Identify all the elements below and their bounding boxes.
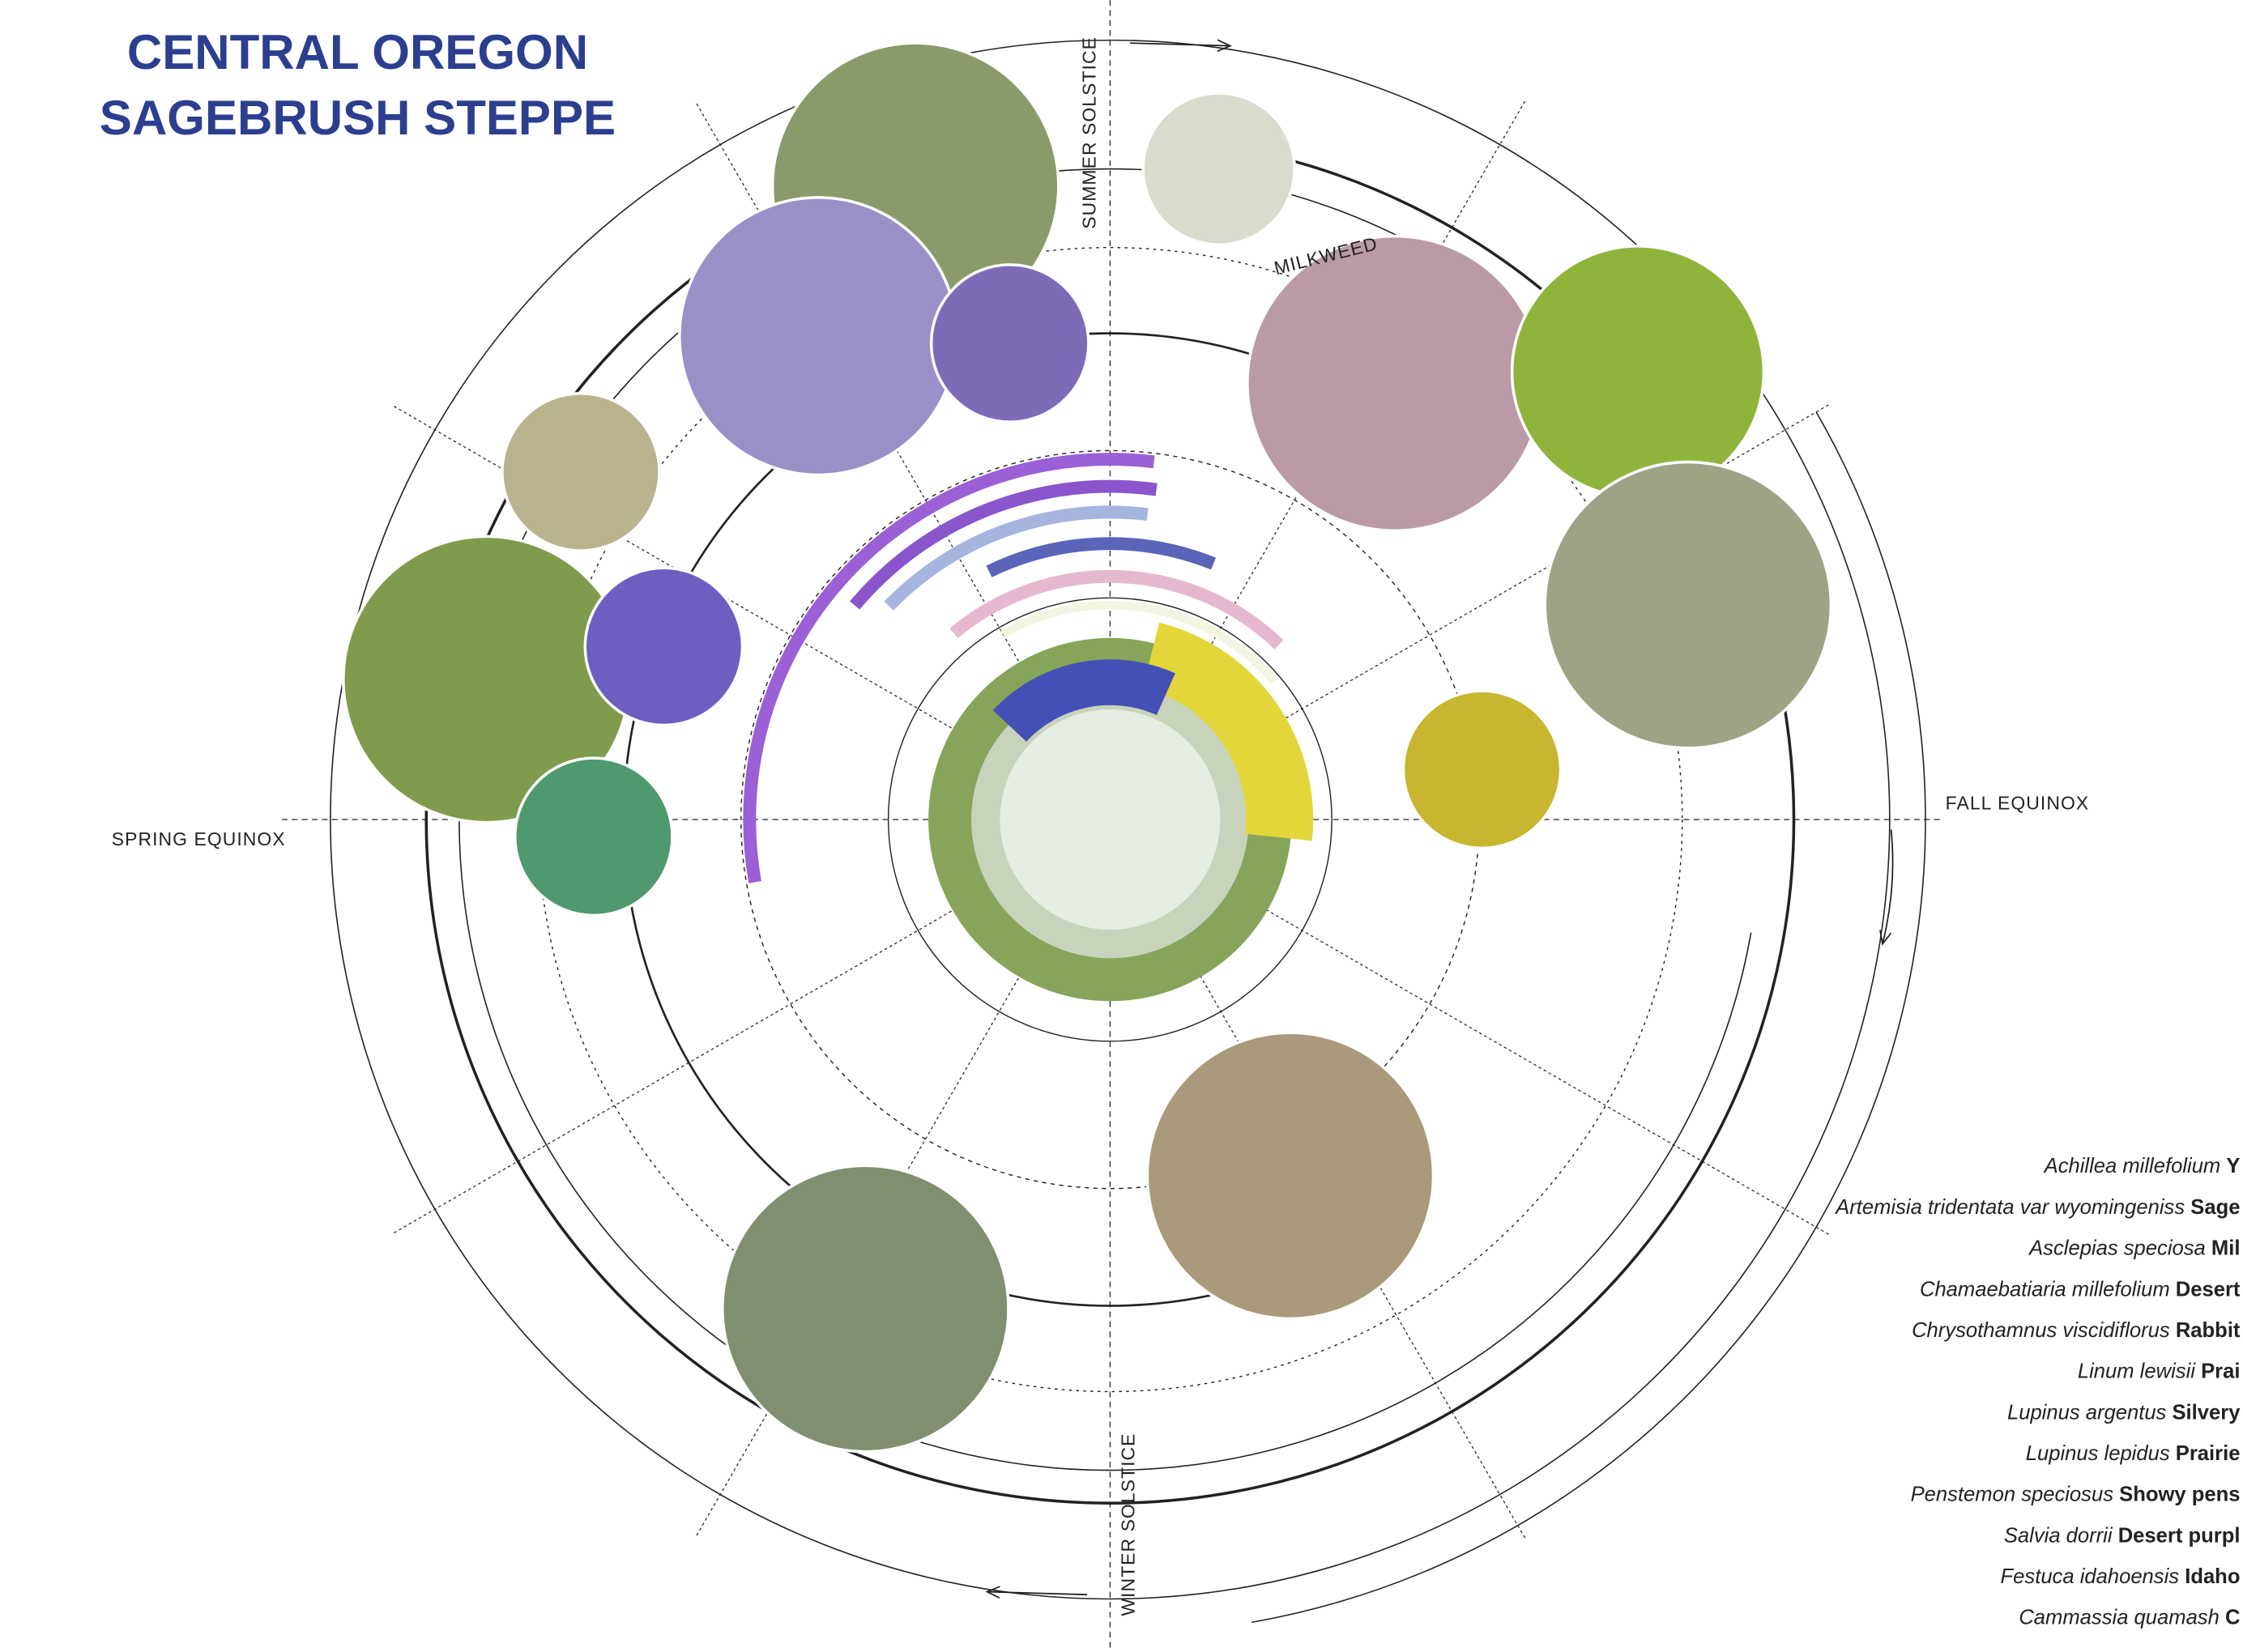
species-entry: Lupinus argentus Silvery: [2007, 1401, 2241, 1424]
bloom-arc: [850, 479, 1158, 610]
season-label: FALL EQUINOX: [1946, 793, 2090, 814]
latin-name: Achillea millefolium: [2043, 1155, 2221, 1177]
season-label: WINTER SOLSTICE: [1117, 1433, 1138, 1616]
latin-name: Asclepias speciosa: [2028, 1237, 2206, 1260]
species-list: Achillea millefolium Y Artemisia tridenta…: [1834, 1155, 2241, 1629]
plant-photo: [678, 196, 959, 477]
common-name: Silvery: [2172, 1401, 2241, 1424]
common-name: C: [2225, 1607, 2240, 1629]
species-entry: Salvia dorrii Desert purpl: [2004, 1524, 2241, 1547]
species-entry: Festuca idahoensis Idaho: [2001, 1565, 2241, 1588]
title: SAGEBRUSH STEPPE: [100, 91, 616, 145]
plant-photo: [1141, 92, 1296, 246]
season-label: SPRING EQUINOX: [112, 828, 286, 849]
common-name: Y: [2226, 1155, 2240, 1177]
plant-photo: [1510, 245, 1766, 500]
common-name: Showy pens: [2119, 1484, 2240, 1506]
title: CENTRAL OREGON: [127, 25, 588, 79]
season-label: SUMMER SOLSTICE: [1079, 36, 1100, 229]
bloom-wedge: [1142, 622, 1314, 841]
species-entry: Achillea millefolium Y: [2043, 1155, 2241, 1177]
plant-photo: [583, 566, 744, 727]
bloom-arc: [949, 569, 1284, 649]
bloom-arcs: [743, 453, 1314, 1002]
bloom-arc: [986, 537, 1217, 577]
species-entry: Asclepias speciosa Mil: [2028, 1237, 2240, 1260]
bloom-arc: [743, 453, 1155, 883]
ring: [1252, 411, 1926, 1624]
common-name: Idaho: [2185, 1565, 2240, 1588]
latin-name: Chrysothamnus viscidiflorus: [1912, 1319, 2170, 1342]
plant-photo: [721, 1164, 1010, 1454]
plant-photo: [1401, 689, 1563, 850]
species-entry: Penstemon speciosus Showy pens: [1911, 1484, 2241, 1506]
common-name: Mil: [2211, 1237, 2241, 1260]
bloom-arc: [1000, 600, 1278, 685]
species-entry: Lupinus lepidus Prairie: [2026, 1442, 2241, 1465]
bloom-arc: [884, 505, 1149, 611]
center-disk: [1000, 709, 1221, 930]
common-name: Sage: [2190, 1196, 2240, 1219]
plant-photo: [513, 756, 674, 918]
latin-name: Linum lewisii: [2078, 1360, 2196, 1383]
latin-name: Lupinus lepidus: [2026, 1442, 2170, 1465]
latin-name: Lupinus argentus: [2007, 1401, 2167, 1424]
species-entry: Artemisia tridentata var wyomingeniss Sa…: [1834, 1196, 2240, 1219]
photos: [342, 41, 1833, 1454]
latin-name: Penstemon speciosus: [1911, 1484, 2114, 1506]
common-name: Desert: [2176, 1278, 2241, 1301]
species-entry: Chamaebatiaria millefolium Desert: [1920, 1278, 2241, 1301]
common-name: Desert purpl: [2118, 1524, 2241, 1547]
arrow: [987, 1592, 1088, 1595]
latin-name: Festuca idahoensis: [2001, 1565, 2180, 1588]
common-name: Prairie: [2176, 1442, 2241, 1465]
plant-photo: [1543, 460, 1833, 750]
plant-photo: [1145, 1031, 1435, 1321]
common-name: Rabbit: [2176, 1319, 2241, 1342]
plant-photo: [501, 392, 661, 552]
arrow: [1130, 43, 1230, 46]
latin-name: Chamaebatiaria millefolium: [1920, 1278, 2170, 1301]
arrow: [1883, 829, 1894, 943]
bloom-wedge: [992, 659, 1175, 742]
plant-photo: [929, 263, 1090, 424]
latin-name: Artemisia tridentata var wyomingeniss: [1834, 1196, 2185, 1219]
common-name: Prai: [2201, 1360, 2240, 1383]
latin-name: Cammassia quamash: [2019, 1607, 2220, 1629]
plant-photo: [1246, 234, 1544, 533]
latin-name: Salvia dorrii: [2004, 1524, 2113, 1547]
species-entry: Linum lewisii Prai: [2078, 1360, 2241, 1383]
species-entry: Cammassia quamash C: [2019, 1607, 2240, 1629]
species-entry: Chrysothamnus viscidiflorus Rabbit: [1912, 1319, 2241, 1342]
